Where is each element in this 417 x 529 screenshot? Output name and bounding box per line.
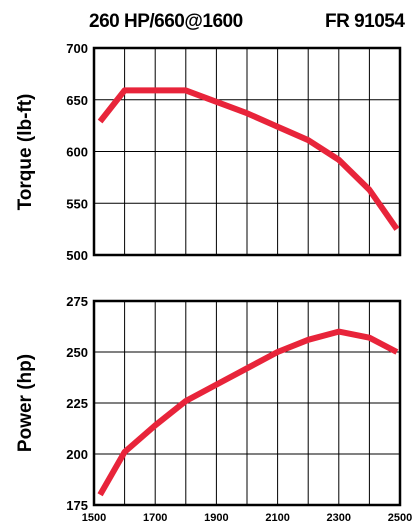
power-x-tick-label: 2100 <box>265 512 289 524</box>
power-x-tick-label: 2500 <box>388 512 412 524</box>
power-axis-title: Power (hp) <box>15 354 36 452</box>
torque-y-tick-label: 500 <box>66 248 88 263</box>
power-x-tick-label: 1900 <box>204 512 228 524</box>
torque-axis-title: Torque (lb-ft) <box>15 94 36 211</box>
power-curve-line <box>97 328 399 497</box>
power-x-tick-label: 1700 <box>143 512 167 524</box>
power-x-tick-label: 2300 <box>327 512 351 524</box>
torque-chart-panel: 700 650 600 550 500 Torque (lb-ft) <box>15 41 402 263</box>
torque-plot-frame <box>92 46 402 257</box>
torque-curve-line <box>97 87 400 231</box>
power-plot-frame <box>92 299 402 507</box>
engine-rating-title: 260 HP/660@1600 <box>89 11 243 32</box>
power-x-tick-label: 1500 <box>82 512 106 524</box>
power-y-tick-label: 275 <box>66 294 88 309</box>
torque-y-tick-label: 650 <box>66 93 88 108</box>
power-y-tick-label: 200 <box>66 447 88 462</box>
power-y-tick-label: 250 <box>66 345 88 360</box>
power-y-tick-label: 175 <box>66 498 88 513</box>
engine-model-title: FR 91054 <box>325 11 405 32</box>
torque-y-tick-label: 550 <box>66 196 88 211</box>
torque-y-tick-label: 600 <box>66 145 88 160</box>
torque-y-tick-label: 700 <box>66 41 88 56</box>
power-y-tick-label: 225 <box>66 396 88 411</box>
